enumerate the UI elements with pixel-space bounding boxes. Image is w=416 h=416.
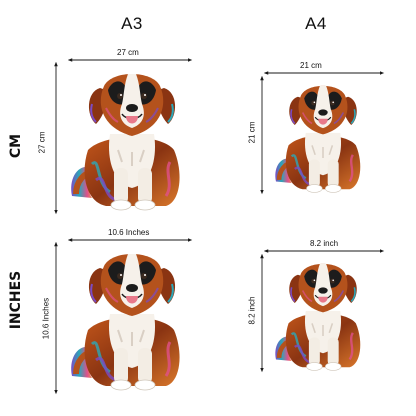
a4-cm-height-label: 21 cm bbox=[247, 121, 257, 144]
saint-bernard-illustration-a3-inch bbox=[66, 244, 198, 392]
a3-cm-width-label: 27 cm bbox=[117, 48, 139, 57]
saint-bernard-illustration-a3-cm bbox=[66, 64, 198, 212]
a3-inch-height-label: 10.6 Inches bbox=[41, 297, 51, 340]
a4-inch-height-label: 8.2 inch bbox=[247, 296, 257, 325]
saint-bernard-illustration-a4-cm bbox=[264, 78, 382, 194]
a3-inch-width-label: 10.6 Inches bbox=[108, 228, 150, 237]
column-header-a3: A3 bbox=[121, 14, 143, 33]
saint-bernard-illustration-a4-inch bbox=[264, 256, 382, 372]
column-header-a4: A4 bbox=[305, 14, 327, 33]
a4-inch-width-label: 8.2 inch bbox=[310, 239, 339, 248]
a3-cm-height-label: 27 cm bbox=[37, 131, 47, 154]
a4-cm-width-label: 21 cm bbox=[300, 61, 322, 70]
